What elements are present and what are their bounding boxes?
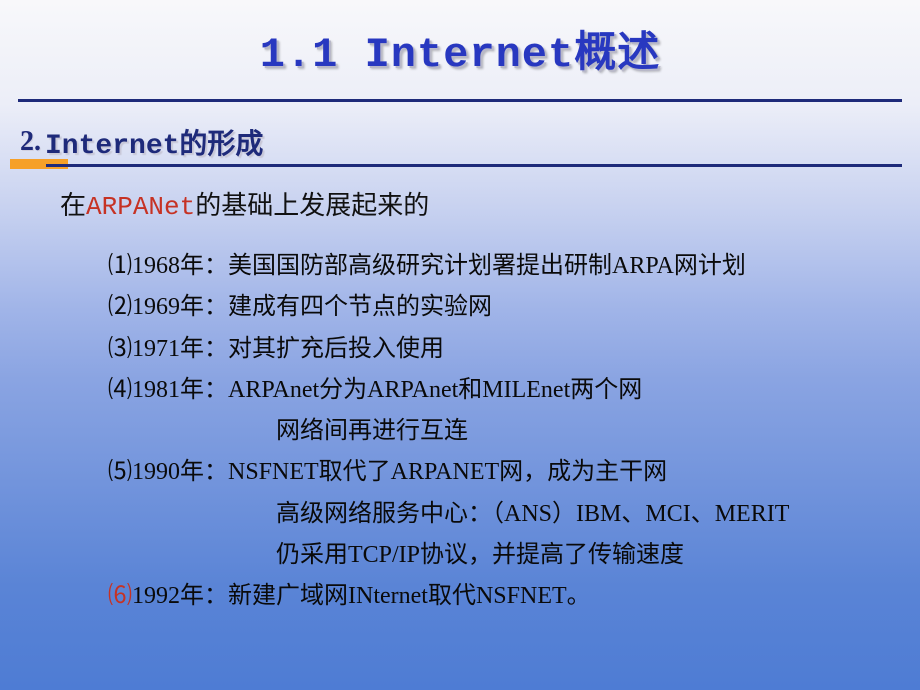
intro-line: 在ARPANet的基础上发展起来的 bbox=[60, 185, 920, 222]
intro-suffix: 的基础上发展起来的 bbox=[195, 191, 429, 220]
section-divider bbox=[46, 164, 902, 167]
slide-title: 1.1 Internet概述 bbox=[260, 31, 660, 79]
item-text: 1971年：对其扩充后投入使用 bbox=[132, 336, 444, 362]
intro-highlight: ARPANet bbox=[86, 192, 195, 222]
section-label: Internet的形成 bbox=[45, 122, 263, 162]
item-text: 1969年：建成有四个节点的实验网 bbox=[132, 294, 492, 320]
section-number: 2. bbox=[20, 126, 41, 158]
history-list: ⑴1968年：美国国防部高级研究计划署提出研制ARPA网计划⑵1969年：建成有… bbox=[108, 246, 920, 617]
list-item: ⑸1990年：NSFNET取代了ARPANET网，成为主干网 bbox=[108, 452, 920, 493]
slide-title-wrap: 1.1 Internet概述 bbox=[0, 0, 920, 93]
list-item: 高级网络服务中心：（ANS）IBM、MCI、MERIT bbox=[108, 494, 920, 535]
item-number: ⑶ bbox=[108, 336, 132, 362]
item-number: ⑸ bbox=[108, 459, 132, 485]
list-item: ⑵1969年：建成有四个节点的实验网 bbox=[108, 287, 920, 328]
section-underline bbox=[0, 164, 920, 169]
section-heading: 2. Internet的形成 bbox=[20, 122, 920, 162]
item-text: 1981年：ARPAnet分为ARPAnet和MILEnet两个网 bbox=[132, 377, 642, 403]
list-item: ⑹1992年：新建广域网INternet取代NSFNET。 bbox=[108, 576, 920, 617]
list-item: ⑴1968年：美国国防部高级研究计划署提出研制ARPA网计划 bbox=[108, 246, 920, 287]
title-divider bbox=[18, 99, 902, 102]
item-text: 仍采用TCP/IP协议，并提高了传输速度 bbox=[276, 542, 684, 568]
intro-prefix: 在 bbox=[60, 191, 86, 220]
item-text: 1992年：新建广域网INternet取代NSFNET。 bbox=[132, 583, 591, 609]
item-text: 高级网络服务中心：（ANS）IBM、MCI、MERIT bbox=[276, 501, 789, 527]
item-number: ⑴ bbox=[108, 253, 132, 279]
list-item: 网络间再进行互连 bbox=[108, 411, 920, 452]
item-number: ⑹ bbox=[108, 583, 132, 609]
list-item: ⑷1981年：ARPAnet分为ARPAnet和MILEnet两个网 bbox=[108, 370, 920, 411]
item-number: ⑷ bbox=[108, 377, 132, 403]
item-text: 网络间再进行互连 bbox=[276, 418, 468, 444]
item-number: ⑵ bbox=[108, 294, 132, 320]
list-item: ⑶1971年：对其扩充后投入使用 bbox=[108, 329, 920, 370]
list-item: 仍采用TCP/IP协议，并提高了传输速度 bbox=[108, 535, 920, 576]
item-text: 1990年：NSFNET取代了ARPANET网，成为主干网 bbox=[132, 459, 667, 485]
item-text: 1968年：美国国防部高级研究计划署提出研制ARPA网计划 bbox=[132, 253, 746, 279]
